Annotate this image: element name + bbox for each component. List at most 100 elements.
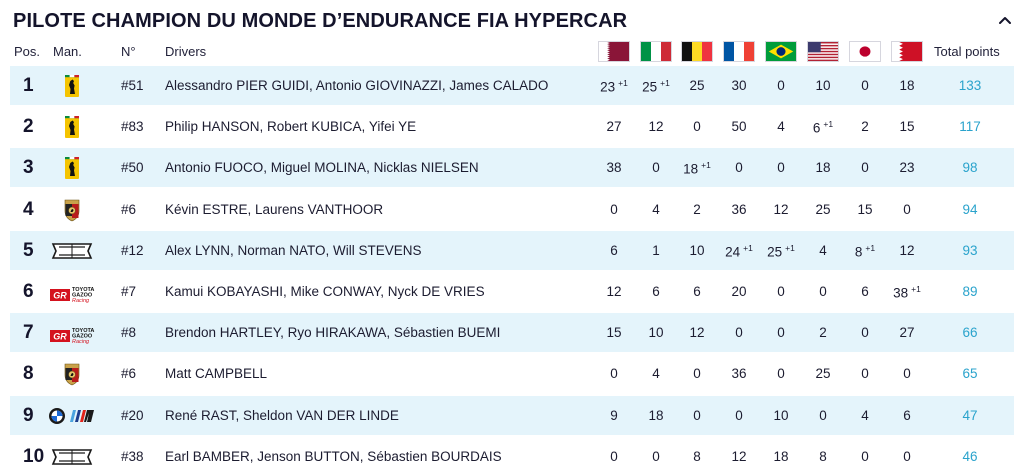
race-points: 0 <box>735 160 743 176</box>
race-points: 0 <box>903 448 911 464</box>
col-man: Man. <box>53 44 82 59</box>
total-points: 66 <box>962 325 978 341</box>
position: 5 <box>23 239 34 261</box>
table-row[interactable]: 8 #6 Matt CAMPBELL 0 4 0 36 0 25 0 0 65 <box>10 354 1014 393</box>
car-number: #8 <box>121 325 137 341</box>
race-points: 6 <box>861 284 869 299</box>
race-points: 4 <box>819 242 827 258</box>
svg-text:TOYOTA: TOYOTA <box>72 287 94 293</box>
ferrari-logo-icon <box>56 74 88 98</box>
table-row[interactable]: 1 #51 Alessandro PIER GUIDI, Antonio GIOVI… <box>10 66 1014 105</box>
race-points: 10 <box>815 78 831 93</box>
race-points: 27 <box>606 119 622 135</box>
race-points: 15 <box>606 325 622 341</box>
car-number: #12 <box>121 242 144 258</box>
race-points: 15 <box>857 201 873 217</box>
race-points: 0 <box>777 78 785 93</box>
position: 2 <box>23 116 34 138</box>
drivers-name[interactable]: Kévin ESTRE, Laurens VANTHOOR <box>165 201 384 217</box>
race-points: 12 <box>648 119 664 135</box>
svg-text:Racing: Racing <box>72 298 90 304</box>
col-pos: Pos. <box>14 44 41 59</box>
bonus-point: +1 <box>743 242 753 253</box>
car-number: #7 <box>121 284 137 299</box>
race-points: 0 <box>777 160 785 176</box>
bonus-point: +1 <box>660 78 670 88</box>
race-points: 12 <box>731 448 747 464</box>
total-points: 65 <box>962 366 978 382</box>
race-points: 6 <box>693 284 701 299</box>
svg-text:GR: GR <box>53 332 67 342</box>
table-row[interactable]: 6 GR TOYOTA GAZOO Racing #7 Kamui KOBAYASHI, M… <box>10 272 1014 311</box>
race-points: 12 <box>773 201 789 217</box>
race-points: 25 +1 <box>642 78 670 95</box>
bmw-m-logo-icon <box>48 404 96 428</box>
position: 3 <box>23 157 34 179</box>
race-points: 24 +1 <box>725 242 753 260</box>
drivers-name[interactable]: René RAST, Sheldon VAN DER LINDE <box>165 407 399 423</box>
race-points: 0 <box>861 366 869 382</box>
table-row[interactable]: 3 #50 Antonio FUOCO, Miguel MOLINA, Nickla… <box>10 148 1014 188</box>
race-points: 25 <box>815 201 831 217</box>
total-points: 117 <box>959 119 981 135</box>
race-points: 0 <box>777 284 785 299</box>
total-points: 94 <box>962 201 978 217</box>
japan-flag-icon <box>849 41 881 62</box>
bonus-point: +1 <box>911 284 921 294</box>
drivers-name[interactable]: Philip HANSON, Robert KUBICA, Yifei YE <box>165 119 417 135</box>
race-points: 0 <box>861 78 869 93</box>
position: 9 <box>23 404 34 426</box>
usa-flag-icon <box>807 41 839 62</box>
race-points: 0 <box>777 325 785 341</box>
race-points: 4 <box>652 201 660 217</box>
drivers-name[interactable]: Brendon HARTLEY, Ryo HIRAKAWA, Sébastien… <box>165 325 501 341</box>
svg-text:Racing: Racing <box>72 339 90 345</box>
table-row[interactable]: 4 #6 Kévin ESTRE, Laurens VANTHOOR 0 4 2 36 12 2… <box>10 190 1014 229</box>
collapse-chevron-icon[interactable] <box>996 12 1014 30</box>
position: 7 <box>23 322 34 344</box>
total-points: 98 <box>962 160 978 176</box>
table-row[interactable]: 10 #38 Earl BAMBER, Jenson BUTTON, Sébasti… <box>10 437 1014 476</box>
col-number: N° <box>121 44 136 59</box>
race-points: 0 <box>819 407 827 423</box>
race-points: 12 <box>899 242 915 258</box>
car-number: #6 <box>121 366 137 382</box>
race-points: 18 <box>815 160 831 176</box>
race-points: 25 <box>815 366 831 382</box>
race-points: 8 <box>819 448 827 464</box>
table-row[interactable]: 5 #12 Alex LYNN, Norman NATO, Will STEVENS… <box>10 230 1014 270</box>
race-points: 0 <box>861 325 869 341</box>
porsche-logo-icon <box>56 362 88 386</box>
car-number: #83 <box>121 119 144 135</box>
race-points: 15 <box>899 119 915 135</box>
race-points: 10 <box>773 407 789 423</box>
race-points: 9 <box>610 407 618 423</box>
race-points: 4 <box>777 119 785 135</box>
drivers-name[interactable]: Alex LYNN, Norman NATO, Will STEVENS <box>165 242 422 258</box>
total-points: 133 <box>958 78 982 93</box>
qatar-flag-icon <box>598 41 630 62</box>
svg-text:GAZOO: GAZOO <box>72 334 93 340</box>
race-points: 0 <box>693 407 701 423</box>
total-points: 89 <box>962 284 978 299</box>
race-points: 36 <box>731 366 747 382</box>
table-row[interactable]: 9 #20 René RAST, Sheldon VAN DER LINDE 9 18 0… <box>10 395 1014 435</box>
bahrain-flag-icon <box>891 41 923 62</box>
bonus-point: +1 <box>785 242 795 253</box>
cadillac-logo-icon <box>51 239 93 263</box>
race-points: 0 <box>903 366 911 382</box>
drivers-name[interactable]: Antonio FUOCO, Miguel MOLINA, Nicklas NI… <box>165 160 479 176</box>
race-points: 36 <box>731 201 747 217</box>
bonus-point: +1 <box>618 78 628 88</box>
drivers-name[interactable]: Alessandro PIER GUIDI, Antonio GIOVINAZZ… <box>165 78 549 93</box>
car-number: #6 <box>121 201 137 217</box>
drivers-name[interactable]: Kamui KOBAYASHI, Mike CONWAY, Nyck DE VR… <box>165 284 485 299</box>
drivers-name[interactable]: Matt CAMPBELL <box>165 366 268 382</box>
table-row[interactable]: 2 #83 Philip HANSON, Robert KUBICA, Yifei … <box>10 107 1014 146</box>
race-points: 6 <box>652 284 660 299</box>
total-points: 93 <box>962 242 978 258</box>
race-points: 0 <box>610 448 618 464</box>
table-row[interactable]: 7 GR TOYOTA GAZOO Racing #8 Brendon HARTLEY, R… <box>10 313 1014 353</box>
race-points: 6 <box>903 407 911 423</box>
drivers-name[interactable]: Earl BAMBER, Jenson BUTTON, Sébastien BO… <box>165 448 502 464</box>
